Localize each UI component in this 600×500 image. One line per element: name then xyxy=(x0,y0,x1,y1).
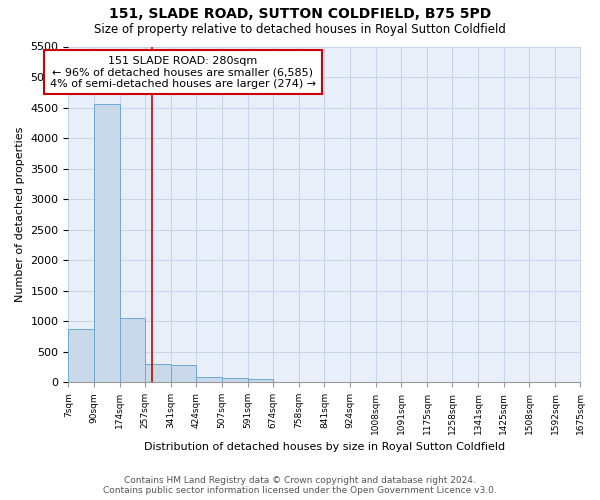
Bar xyxy=(222,378,248,382)
Bar xyxy=(68,328,94,382)
Bar xyxy=(196,378,222,382)
Bar xyxy=(171,364,196,382)
Text: Contains HM Land Registry data © Crown copyright and database right 2024.
Contai: Contains HM Land Registry data © Crown c… xyxy=(103,476,497,495)
Bar xyxy=(119,318,145,382)
Text: Size of property relative to detached houses in Royal Sutton Coldfield: Size of property relative to detached ho… xyxy=(94,22,506,36)
X-axis label: Distribution of detached houses by size in Royal Sutton Coldfield: Distribution of detached houses by size … xyxy=(144,442,505,452)
Y-axis label: Number of detached properties: Number of detached properties xyxy=(15,126,25,302)
Bar xyxy=(145,364,171,382)
Text: 151, SLADE ROAD, SUTTON COLDFIELD, B75 5PD: 151, SLADE ROAD, SUTTON COLDFIELD, B75 5… xyxy=(109,8,491,22)
Bar xyxy=(94,104,119,382)
Bar xyxy=(248,380,273,382)
Text: 151 SLADE ROAD: 280sqm
← 96% of detached houses are smaller (6,585)
4% of semi-d: 151 SLADE ROAD: 280sqm ← 96% of detached… xyxy=(50,56,316,89)
